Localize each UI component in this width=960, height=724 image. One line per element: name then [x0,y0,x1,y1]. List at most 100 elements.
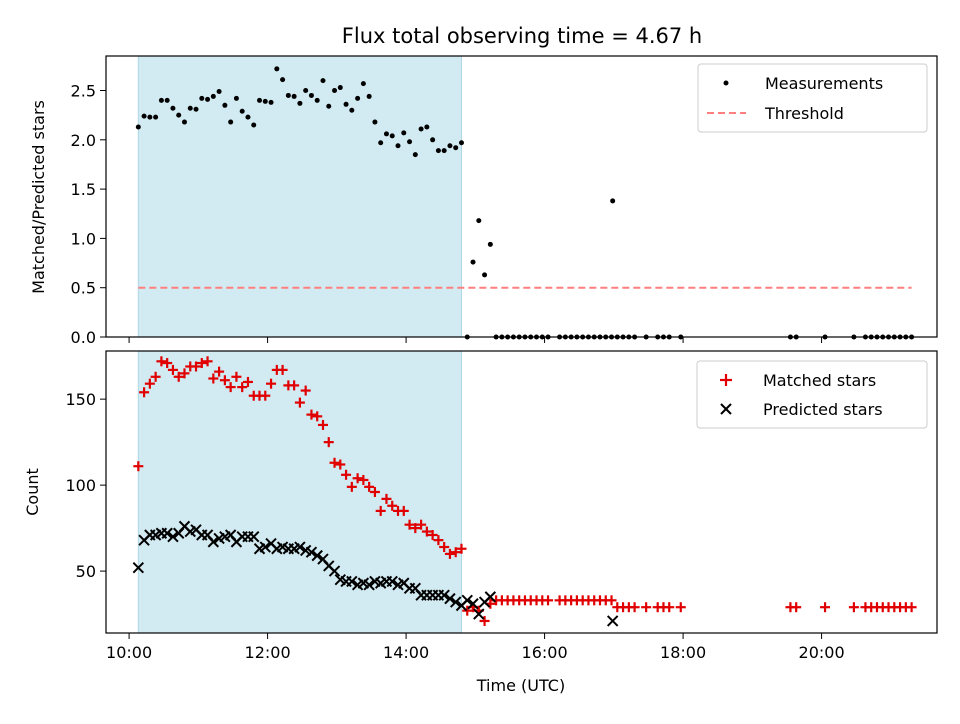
matched-star-point [387,500,398,511]
measurement-point [228,119,234,125]
measurement-point [453,145,459,151]
measurement-point [141,113,147,119]
matched-star-point [139,387,150,398]
matched-star-point [341,469,352,480]
matched-star-point [294,397,305,408]
matched-star-point [641,602,652,613]
measurement-point [164,97,170,103]
matched-star-point [231,371,242,382]
measurement-point [418,126,424,132]
measurement-point [135,124,141,130]
top-observing-window [137,55,462,338]
matched-star-point [543,595,554,606]
matched-star-point [191,361,202,372]
matched-star-point [791,602,802,613]
matched-star-point [162,358,173,369]
bot-y-tick-label: 50 [76,562,96,581]
measurement-point [280,77,286,83]
top-y-tick-label: 2.5 [71,82,96,101]
measurement-point [326,103,332,109]
measurement-point [216,88,222,94]
matched-star-point [242,376,253,387]
matched-star-point [629,602,640,613]
measurement-point [314,97,320,103]
matched-star-point [317,419,328,430]
matched-star-point [369,487,380,497]
measurement-point [285,92,291,98]
x-tick-label: 12:00 [245,643,291,662]
predicted-star-point [132,561,145,574]
measurement-point [153,114,159,120]
matched-star-point [329,457,340,468]
matched-star-point [144,378,155,389]
matched-star-point [444,548,455,559]
predicted-star-point [248,531,260,543]
measurement-point [308,92,314,98]
predicted-star-point [207,536,220,548]
predicted-star-point [259,541,271,553]
matched-star-point [450,547,461,558]
measurement-point [274,66,280,72]
matched-star-point [202,356,213,367]
matched-star-point [479,615,490,626]
x-tick-label: 10:00 [106,643,152,662]
top-y-axis-label: Matched/Predicted stars [29,100,48,294]
matched-star-point [133,461,144,472]
matched-star-point [335,459,346,470]
measurement-point [320,78,326,84]
predicted-star-point [346,575,358,588]
matched-star-point [167,364,178,375]
measurement-point [355,95,361,101]
measurement-point [378,140,384,146]
measurement-point [257,97,263,103]
measurement-point [222,102,228,108]
bottom-panel: 10:00 12:00 14:00 16:00 18:00 20:00 50 100 150 C… [23,350,938,695]
x-tick-label: 16:00 [522,643,568,662]
measurement-point [291,93,297,99]
matched-star-point [214,366,225,377]
matched-star-point [219,375,230,386]
x-tick-label: 18:00 [660,643,706,662]
predicted-star-point [328,565,341,577]
predicted-star-point [473,608,485,620]
predicted-star-point [444,592,456,605]
measurement-point [482,272,488,278]
matched-star-point [848,602,859,613]
matched-star-point [606,595,617,606]
matched-star-point [266,378,277,389]
predicted-star-point [438,589,450,601]
top-y-tick-label: 0.5 [71,279,96,298]
measurement-point [205,96,211,102]
matched-star-point [179,368,190,379]
measurement-point [210,93,216,99]
measurement-point [407,139,413,145]
predicted-star-point [167,531,179,543]
measurement-point [176,112,182,118]
measurement-point [239,108,245,114]
measurement-point [303,88,309,94]
matched-star-point [300,385,311,396]
top-panel: 0.0 0.5 1.0 1.5 2.0 2.5 Matched/Predicted sta… [29,55,938,347]
bottom-y-axis-label: Count [23,468,42,516]
measurement-point [610,198,616,204]
matched-star-point [277,364,288,375]
measurement-point [262,98,268,104]
matched-star-point [421,526,432,537]
matched-star-point [456,543,467,554]
predicted-star-point [386,575,398,588]
predicted-star-point [311,549,323,562]
predicted-star-point [467,598,479,610]
measurement-point [245,114,251,120]
legend-threshold-label: Threshold [764,104,844,123]
legend-measurements-label: Measurements [765,74,883,93]
measurement-point [395,143,401,149]
matched-star-point [375,505,386,516]
matched-star-point [346,481,357,492]
matched-star-point [312,411,323,422]
x-axis-label: Time (UTC) [476,676,565,695]
measurement-point [233,95,239,101]
matched-star-point [439,542,450,553]
matched-star-point [208,373,219,384]
bot-y-tick-label: 100 [65,476,96,495]
